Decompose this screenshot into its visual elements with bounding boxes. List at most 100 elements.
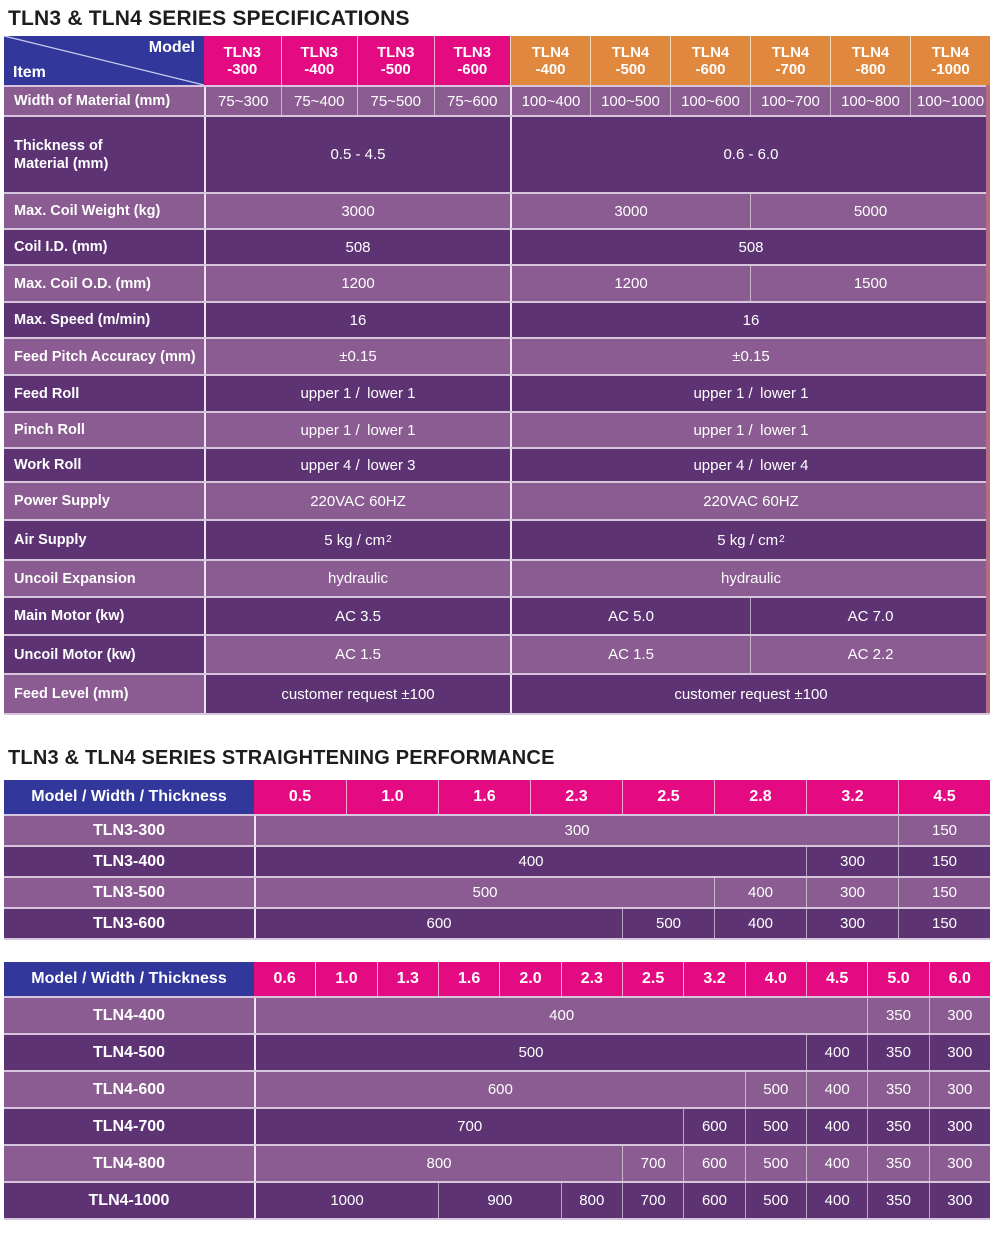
row-label-power-supply: Power Supply [4, 483, 204, 519]
perf-value-cell: 150 [898, 816, 990, 845]
perf-value-cell: 150 [898, 878, 990, 907]
spec-value-cell: 3000 [204, 194, 510, 228]
spec-value-cell: upper 4 / lower 3 [204, 449, 510, 481]
model-header-tln4-400: TLN4 -400 [510, 36, 590, 85]
perf-row-label: TLN4-500 [4, 1035, 254, 1070]
perf-value-cell: 600 [254, 909, 622, 938]
perf-row-label: TLN3-300 [4, 816, 254, 845]
spec-value-cell: ±0.15 [510, 339, 990, 374]
spec-value-cell: hydraulic [204, 561, 510, 596]
tln3-performance-table: Model / Width / Thickness 0.5 1.0 1.6 2.3 2.5… [4, 780, 990, 940]
perf-row-label: TLN4-800 [4, 1146, 254, 1181]
thickness-header-4.5: 4.5 [805, 962, 868, 996]
row-label-max-coil-weight: Max. Coil Weight (kg) [4, 194, 204, 228]
perf-row-tln4-700: TLN4-700 700 600 500 400 350 300 [4, 1107, 990, 1144]
spec-value-cell: upper 4 / lower 4 [510, 449, 990, 481]
thickness-header-2.3: 2.3 [560, 962, 622, 996]
perf-row-tln4-800: TLN4-800 800 700 600 500 400 350 300 [4, 1144, 990, 1181]
spec-value-cell: 0.6 - 6.0 [510, 117, 990, 192]
thickness-header-0.6: 0.6 [254, 962, 316, 996]
spec-value-cell: 5 kg / cm 2 [204, 521, 510, 559]
corner-label-item: Item [13, 64, 46, 81]
perf-row-tln3-600: TLN3-600 600 500 400 300 150 [4, 907, 990, 938]
thickness-header-2.5: 2.5 [622, 780, 714, 814]
perf-value-cell: 500 [744, 1146, 806, 1181]
row-label-pinch-roll: Pinch Roll [4, 413, 204, 447]
spec-row-feed-roll: Feed Roll upper 1 / lower 1 upper 1 / lowe… [4, 374, 990, 411]
perf-value-cell: 300 [806, 847, 898, 876]
perf-header-label: Model / Width / Thickness [4, 780, 254, 814]
perf-value-cell: 400 [806, 1035, 868, 1070]
spec-header-row: Model Item TLN3 -300 TLN3 -400 TLN3 -500 TLN3-… [4, 36, 990, 85]
perf-value-cell: 500 [622, 909, 714, 938]
perf-row-tln3-300: TLN3-300 300 150 [4, 814, 990, 845]
tln3-header-row: Model / Width / Thickness 0.5 1.0 1.6 2.3 2.5… [4, 780, 990, 814]
spec-row-uncoil-expansion: Uncoil Expansion hydraulic hydraulic [4, 559, 990, 596]
model-header-tln3-500: TLN3 -500 [357, 36, 434, 85]
corner-label-model: Model [148, 39, 195, 56]
spec-row-work-roll: Work Roll upper 4 / lower 3 upper 4 / lowe… [4, 447, 990, 481]
tln4-header-row: Model / Width / Thickness 0.6 1.0 1.3 1.6 2.0… [4, 962, 990, 996]
perf-value-cell: 400 [254, 998, 868, 1033]
thickness-header-0.5: 0.5 [254, 780, 346, 814]
spec-value-cell: 5000 [750, 194, 990, 228]
spec-value-cell: AC 5.0 [510, 598, 750, 634]
performance-title: TLN3 & TLN4 SERIES STRAIGHTENING PERFORM… [8, 747, 555, 769]
spec-value-cell: 75~500 [357, 87, 434, 115]
perf-value-cell: 600 [254, 1072, 745, 1107]
row-label-coil-id: Coil I.D. (mm) [4, 230, 204, 264]
perf-value-cell: 500 [744, 1072, 806, 1107]
spec-value-cell: upper 1 / lower 1 [510, 413, 990, 447]
thickness-header-5.0: 5.0 [867, 962, 929, 996]
spec-value-cell: 220VAC 60HZ [204, 483, 510, 519]
model-header-tln4-600: TLN4 -600 [670, 36, 750, 85]
perf-value-cell: 500 [744, 1109, 806, 1144]
perf-value-cell: 350 [867, 1183, 929, 1218]
spec-value-cell: AC 1.5 [510, 636, 750, 673]
perf-header-label: Model / Width / Thickness [4, 962, 254, 996]
spec-corner-cell: Model Item [4, 36, 204, 85]
thickness-header-1.3: 1.3 [376, 962, 438, 996]
spec-row-feed-pitch-accuracy: Feed Pitch Accuracy (mm) ±0.15 ±0.15 [4, 337, 990, 374]
thickness-header-1.6: 1.6 [438, 780, 530, 814]
thickness-header-1.0: 1.0 [315, 962, 377, 996]
spec-value-cell: 1500 [750, 266, 990, 301]
spec-value-cell: 100~500 [590, 87, 670, 115]
spec-value-cell: 100~400 [510, 87, 590, 115]
spec-row-width-of-material: Width of Material (mm) 75~300 75~400 75~500… [4, 85, 990, 115]
thickness-header-1.0: 1.0 [346, 780, 438, 814]
spec-value-cell: 0.5 - 4.5 [204, 117, 510, 192]
perf-row-tln4-600: TLN4-600 600 500 400 350 300 [4, 1070, 990, 1107]
spec-row-feed-level: Feed Level (mm) customer request ±100 cust… [4, 673, 990, 713]
spec-value-cell: upper 1 / lower 1 [204, 376, 510, 411]
spec-row-coil-id: Coil I.D. (mm) 508 508 [4, 228, 990, 264]
perf-value-cell: 500 [744, 1183, 806, 1218]
model-header-tln3-600: TLN3 -600 [433, 36, 510, 85]
perf-value-cell: 700 [622, 1146, 684, 1181]
perf-value-cell: 350 [867, 1035, 929, 1070]
spec-row-uncoil-motor: Uncoil Motor (kw) AC 1.5 AC 1.5 AC 2.2 [4, 634, 990, 673]
spec-value-cell: 75~400 [280, 87, 357, 115]
spec-value-cell: 508 [204, 230, 510, 264]
row-label-max-coil-od: Max. Coil O.D. (mm) [4, 266, 204, 301]
spec-row-max-speed: Max. Speed (m/min) 16 16 [4, 301, 990, 337]
spec-value-cell: 100~700 [750, 87, 830, 115]
spec-value-cell: 100~1000 [910, 87, 990, 115]
model-header-tln4-1000: TLN4 -1000 [910, 36, 990, 85]
row-label-main-motor: Main Motor (kw) [4, 598, 204, 634]
perf-value-cell: 400 [805, 1109, 868, 1144]
perf-row-label: TLN3-400 [4, 847, 254, 876]
thickness-header-3.2: 3.2 [683, 962, 745, 996]
row-label-feed-roll: Feed Roll [4, 376, 204, 411]
perf-value-cell: 300 [928, 1183, 990, 1218]
row-label-thickness: Thickness of Material (mm) [4, 117, 204, 192]
spec-value-cell: 16 [204, 303, 510, 337]
perf-row-label: TLN4-700 [4, 1109, 254, 1144]
spec-value-cell: 1200 [204, 266, 510, 301]
perf-value-cell: 500 [254, 878, 714, 907]
perf-value-cell: 400 [254, 847, 806, 876]
row-label-uncoil-motor: Uncoil Motor (kw) [4, 636, 204, 673]
perf-value-cell: 600 [683, 1146, 745, 1181]
model-header-tln4-500: TLN4 -500 [590, 36, 670, 85]
thickness-header-4.0: 4.0 [744, 962, 806, 996]
